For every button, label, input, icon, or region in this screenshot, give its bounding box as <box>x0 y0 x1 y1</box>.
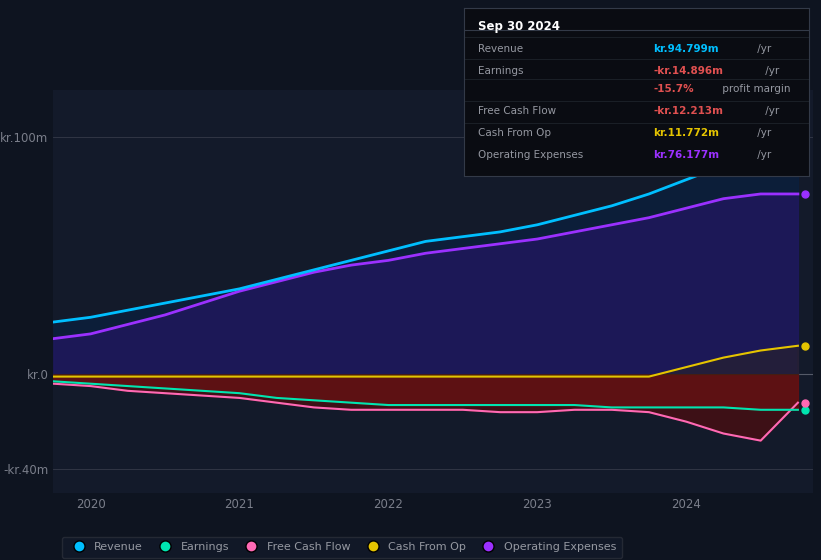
Text: -kr.14.896m: -kr.14.896m <box>654 66 723 76</box>
Text: kr.76.177m: kr.76.177m <box>654 150 720 160</box>
Text: -15.7%: -15.7% <box>654 84 694 94</box>
Text: /yr: /yr <box>754 44 771 54</box>
Point <box>799 341 812 350</box>
Text: /yr: /yr <box>762 66 779 76</box>
Text: kr.94.799m: kr.94.799m <box>654 44 719 54</box>
Legend: Revenue, Earnings, Free Cash Flow, Cash From Op, Operating Expenses: Revenue, Earnings, Free Cash Flow, Cash … <box>62 536 622 558</box>
Text: Cash From Op: Cash From Op <box>478 128 551 138</box>
Text: Revenue: Revenue <box>478 44 523 54</box>
Text: Operating Expenses: Operating Expenses <box>478 150 583 160</box>
Text: /yr: /yr <box>754 150 771 160</box>
Text: Earnings: Earnings <box>478 66 523 76</box>
Point <box>799 144 812 153</box>
Text: -kr.12.213m: -kr.12.213m <box>654 106 723 116</box>
Text: /yr: /yr <box>754 128 771 138</box>
Text: Free Cash Flow: Free Cash Flow <box>478 106 556 116</box>
Point <box>799 189 812 198</box>
Point <box>799 398 812 407</box>
Text: /yr: /yr <box>762 106 779 116</box>
Point <box>799 405 812 414</box>
Text: kr.11.772m: kr.11.772m <box>654 128 719 138</box>
Text: profit margin: profit margin <box>719 84 791 94</box>
Text: Sep 30 2024: Sep 30 2024 <box>478 20 560 33</box>
